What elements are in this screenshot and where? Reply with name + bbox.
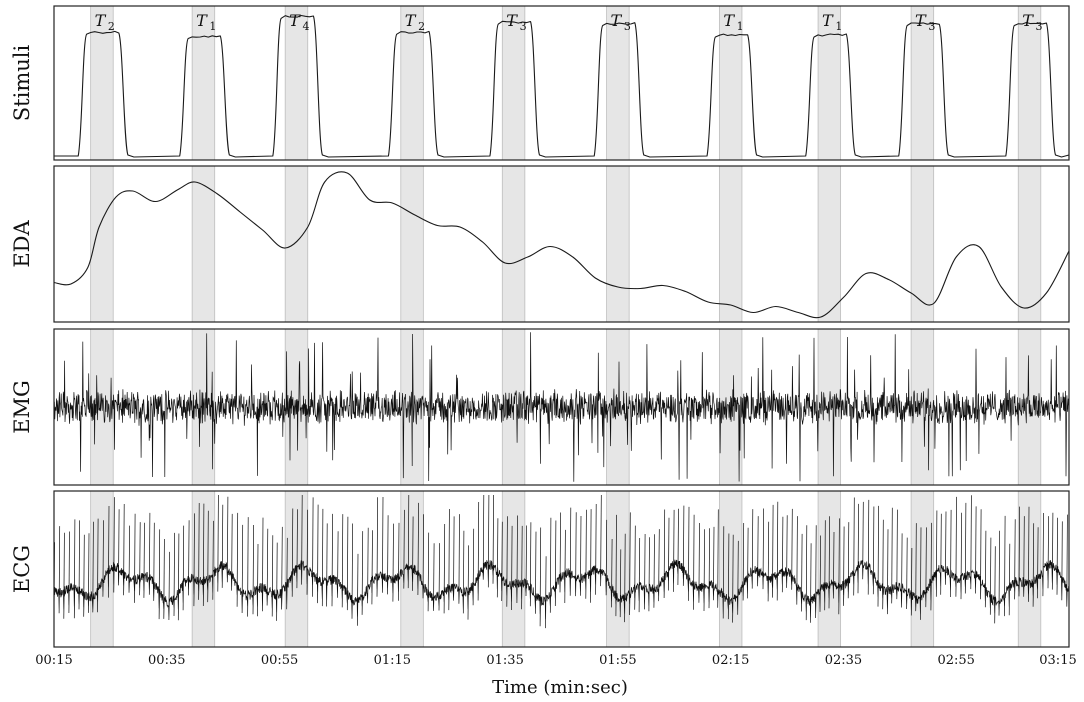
stimulus-band-4-1 <box>90 490 114 648</box>
stimulus-label-sub-8: 1 <box>835 20 842 33</box>
stimulus-band-2-7 <box>718 165 743 323</box>
x-tick-label-8: 02:35 <box>825 653 862 668</box>
ecg-trace <box>53 494 1070 629</box>
stimulus-label-9: T <box>915 11 927 30</box>
stimulus-label-sub-6: 3 <box>624 20 631 33</box>
stimulus-band-2-4 <box>400 165 424 323</box>
stimulus-label-sub-2: 1 <box>209 20 216 33</box>
stimuli-trace <box>54 14 1070 158</box>
stimulus-label-sub-4: 2 <box>418 20 425 33</box>
stimulus-label-1: T <box>95 11 107 30</box>
panel-frames <box>53 5 1070 648</box>
x-tick-label-4: 01:15 <box>374 653 411 668</box>
x-tick-label-10: 03:15 <box>1039 653 1076 668</box>
stimulus-label-sub-9: 3 <box>928 20 935 33</box>
panel-frame-1 <box>53 5 1070 161</box>
y-axis-label-ecg: ECG <box>10 545 34 593</box>
x-tick-label-6: 01:55 <box>599 653 636 668</box>
stimulus-label-sub-1: 2 <box>108 20 115 33</box>
x-tick-label-1: 00:15 <box>35 653 72 668</box>
y-axis-label-eda: EDA <box>10 220 34 268</box>
stimulus-label-8: T <box>822 11 834 30</box>
stimulus-label-sub-10: 3 <box>1036 20 1043 33</box>
stimulus-band-4-9 <box>910 490 935 648</box>
stimulus-label-7: T <box>723 11 735 30</box>
y-axis-label-emg: EMG <box>10 380 34 434</box>
stimulus-label-6: T <box>611 11 623 30</box>
stimulus-label-sub-3: 4 <box>302 20 309 33</box>
stimulus-band-2-8 <box>817 165 842 323</box>
stimulus-band-2-6 <box>606 165 630 323</box>
stimulus-band-2-10 <box>1017 165 1042 323</box>
stimulus-bands <box>90 5 1042 648</box>
stimulus-label-sub-7: 1 <box>737 20 744 33</box>
eda-trace <box>53 171 1070 319</box>
y-axis-label-stimuli: Stimuli <box>10 45 34 122</box>
panel-frame-2 <box>53 165 1070 323</box>
stimulus-band-4-6 <box>606 490 630 648</box>
stimulus-label-3: T <box>289 11 301 30</box>
stimulus-band-4-5 <box>501 490 526 648</box>
x-tick-label-5: 01:35 <box>486 653 523 668</box>
stimulus-label-2: T <box>196 11 208 30</box>
panel-frame-3 <box>53 328 1070 486</box>
x-tick-label-3: 00:55 <box>261 653 298 668</box>
stimulus-band-2-5 <box>501 165 526 323</box>
emg-trace <box>53 332 1070 482</box>
stimulus-band-2-9 <box>910 165 935 323</box>
x-tick-label-2: 00:35 <box>148 653 185 668</box>
stimulus-label-4: T <box>405 11 417 30</box>
x-tick-label-9: 02:55 <box>937 653 974 668</box>
axis-labels: T 2 T 1 T 4 T 2 T 3 T 3 T 1 T 1 T 3 T 3StimuliEDAEMGECG00:1… <box>10 11 1077 668</box>
stimulus-band-2-3 <box>284 165 309 323</box>
stimulus-label-sub-5: 3 <box>520 20 527 33</box>
signal-traces <box>53 14 1070 629</box>
x-tick-label-7: 02:15 <box>712 653 749 668</box>
stimulus-label-10: T <box>1022 11 1034 30</box>
stimulus-band-4-7 <box>718 490 743 648</box>
panel-frame-4 <box>53 490 1070 648</box>
x-axis-label: Time (min:sec) <box>492 677 628 698</box>
stimulus-label-5: T <box>506 11 518 30</box>
